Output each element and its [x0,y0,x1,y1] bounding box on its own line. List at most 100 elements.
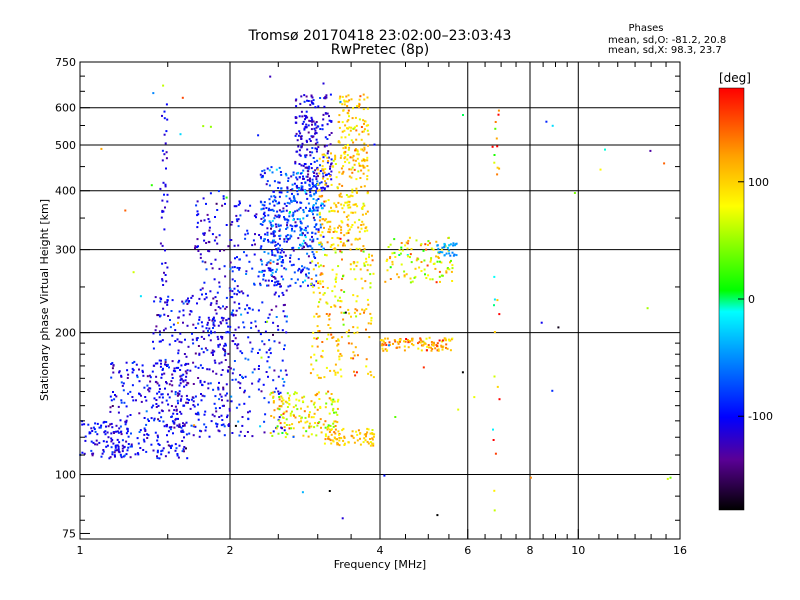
data-point [239,350,242,353]
data-point [332,248,335,251]
data-point [231,290,234,293]
data-point [295,224,298,227]
data-point [311,231,314,234]
data-point [161,114,163,117]
data-point [320,207,323,210]
data-point [349,263,352,266]
data-point [333,420,336,423]
data-point [371,259,374,262]
data-point [292,199,295,202]
data-point [281,329,284,332]
data-point [247,336,250,339]
data-point [190,398,193,401]
data-point [281,397,284,400]
data-point [329,220,332,223]
data-point [363,160,366,163]
data-point [311,178,314,181]
data-point [151,370,154,373]
data-point [440,261,443,264]
data-point [125,419,128,422]
data-point [211,319,214,322]
data-point [254,243,256,246]
data-point [346,112,349,114]
data-point [337,140,340,143]
data-point [306,140,308,143]
data-point [215,300,218,303]
data-point [163,228,166,231]
data-point [264,330,267,333]
data-point [357,226,360,229]
data-point [281,359,284,362]
data-point [388,341,391,344]
data-point [214,258,217,261]
data-point [334,163,337,165]
data-point [260,390,263,393]
data-point [175,366,178,369]
data-point [369,438,371,440]
data-point [391,263,394,266]
data-point [337,339,340,342]
data-point [330,403,333,406]
data-point [263,397,266,400]
data-point [449,349,452,352]
data-point [196,200,199,203]
data-point [324,438,327,441]
data-point [346,201,348,204]
data-point [335,340,338,342]
data-point [300,185,303,188]
data-point [262,213,265,216]
data-point [218,285,221,288]
data-point [183,385,186,388]
data-point [312,157,315,159]
data-point [319,226,322,229]
data-point [422,249,425,252]
data-point [413,276,416,279]
data-point [313,226,316,228]
data-point [156,449,159,452]
data-point [316,237,319,240]
data-point [226,330,229,333]
data-point [372,444,375,447]
data-point [294,134,297,137]
data-point [360,169,363,172]
data-point [400,246,403,249]
data-point [324,183,327,186]
data-point [251,347,254,350]
data-point [337,343,340,346]
data-point [162,210,165,213]
data-point [315,178,318,181]
data-point [340,154,343,157]
data-point [162,84,165,87]
data-point [161,199,164,202]
data-point [284,436,287,439]
data-point [437,257,440,259]
data-point [406,254,409,256]
data-point [120,401,123,404]
data-point [205,242,208,244]
data-point [327,150,330,153]
data-point [310,128,313,131]
data-point [288,202,291,205]
data-point [126,427,129,430]
data-point [343,99,346,102]
data-point [171,373,174,376]
data-point [157,418,160,421]
data-point [166,434,168,437]
data-point [327,424,330,427]
data-point [334,363,337,366]
data-point [344,124,347,127]
data-point [351,211,354,214]
data-point [163,193,165,196]
data-point [321,153,324,156]
data-point [213,324,216,327]
data-point [238,267,241,269]
data-point [222,317,225,320]
data-point [316,345,319,348]
data-point [313,401,316,404]
data-point [186,303,189,305]
data-point [335,230,338,233]
data-point [143,417,146,419]
data-point [202,197,205,200]
data-point [163,117,166,120]
data-point [371,432,374,435]
